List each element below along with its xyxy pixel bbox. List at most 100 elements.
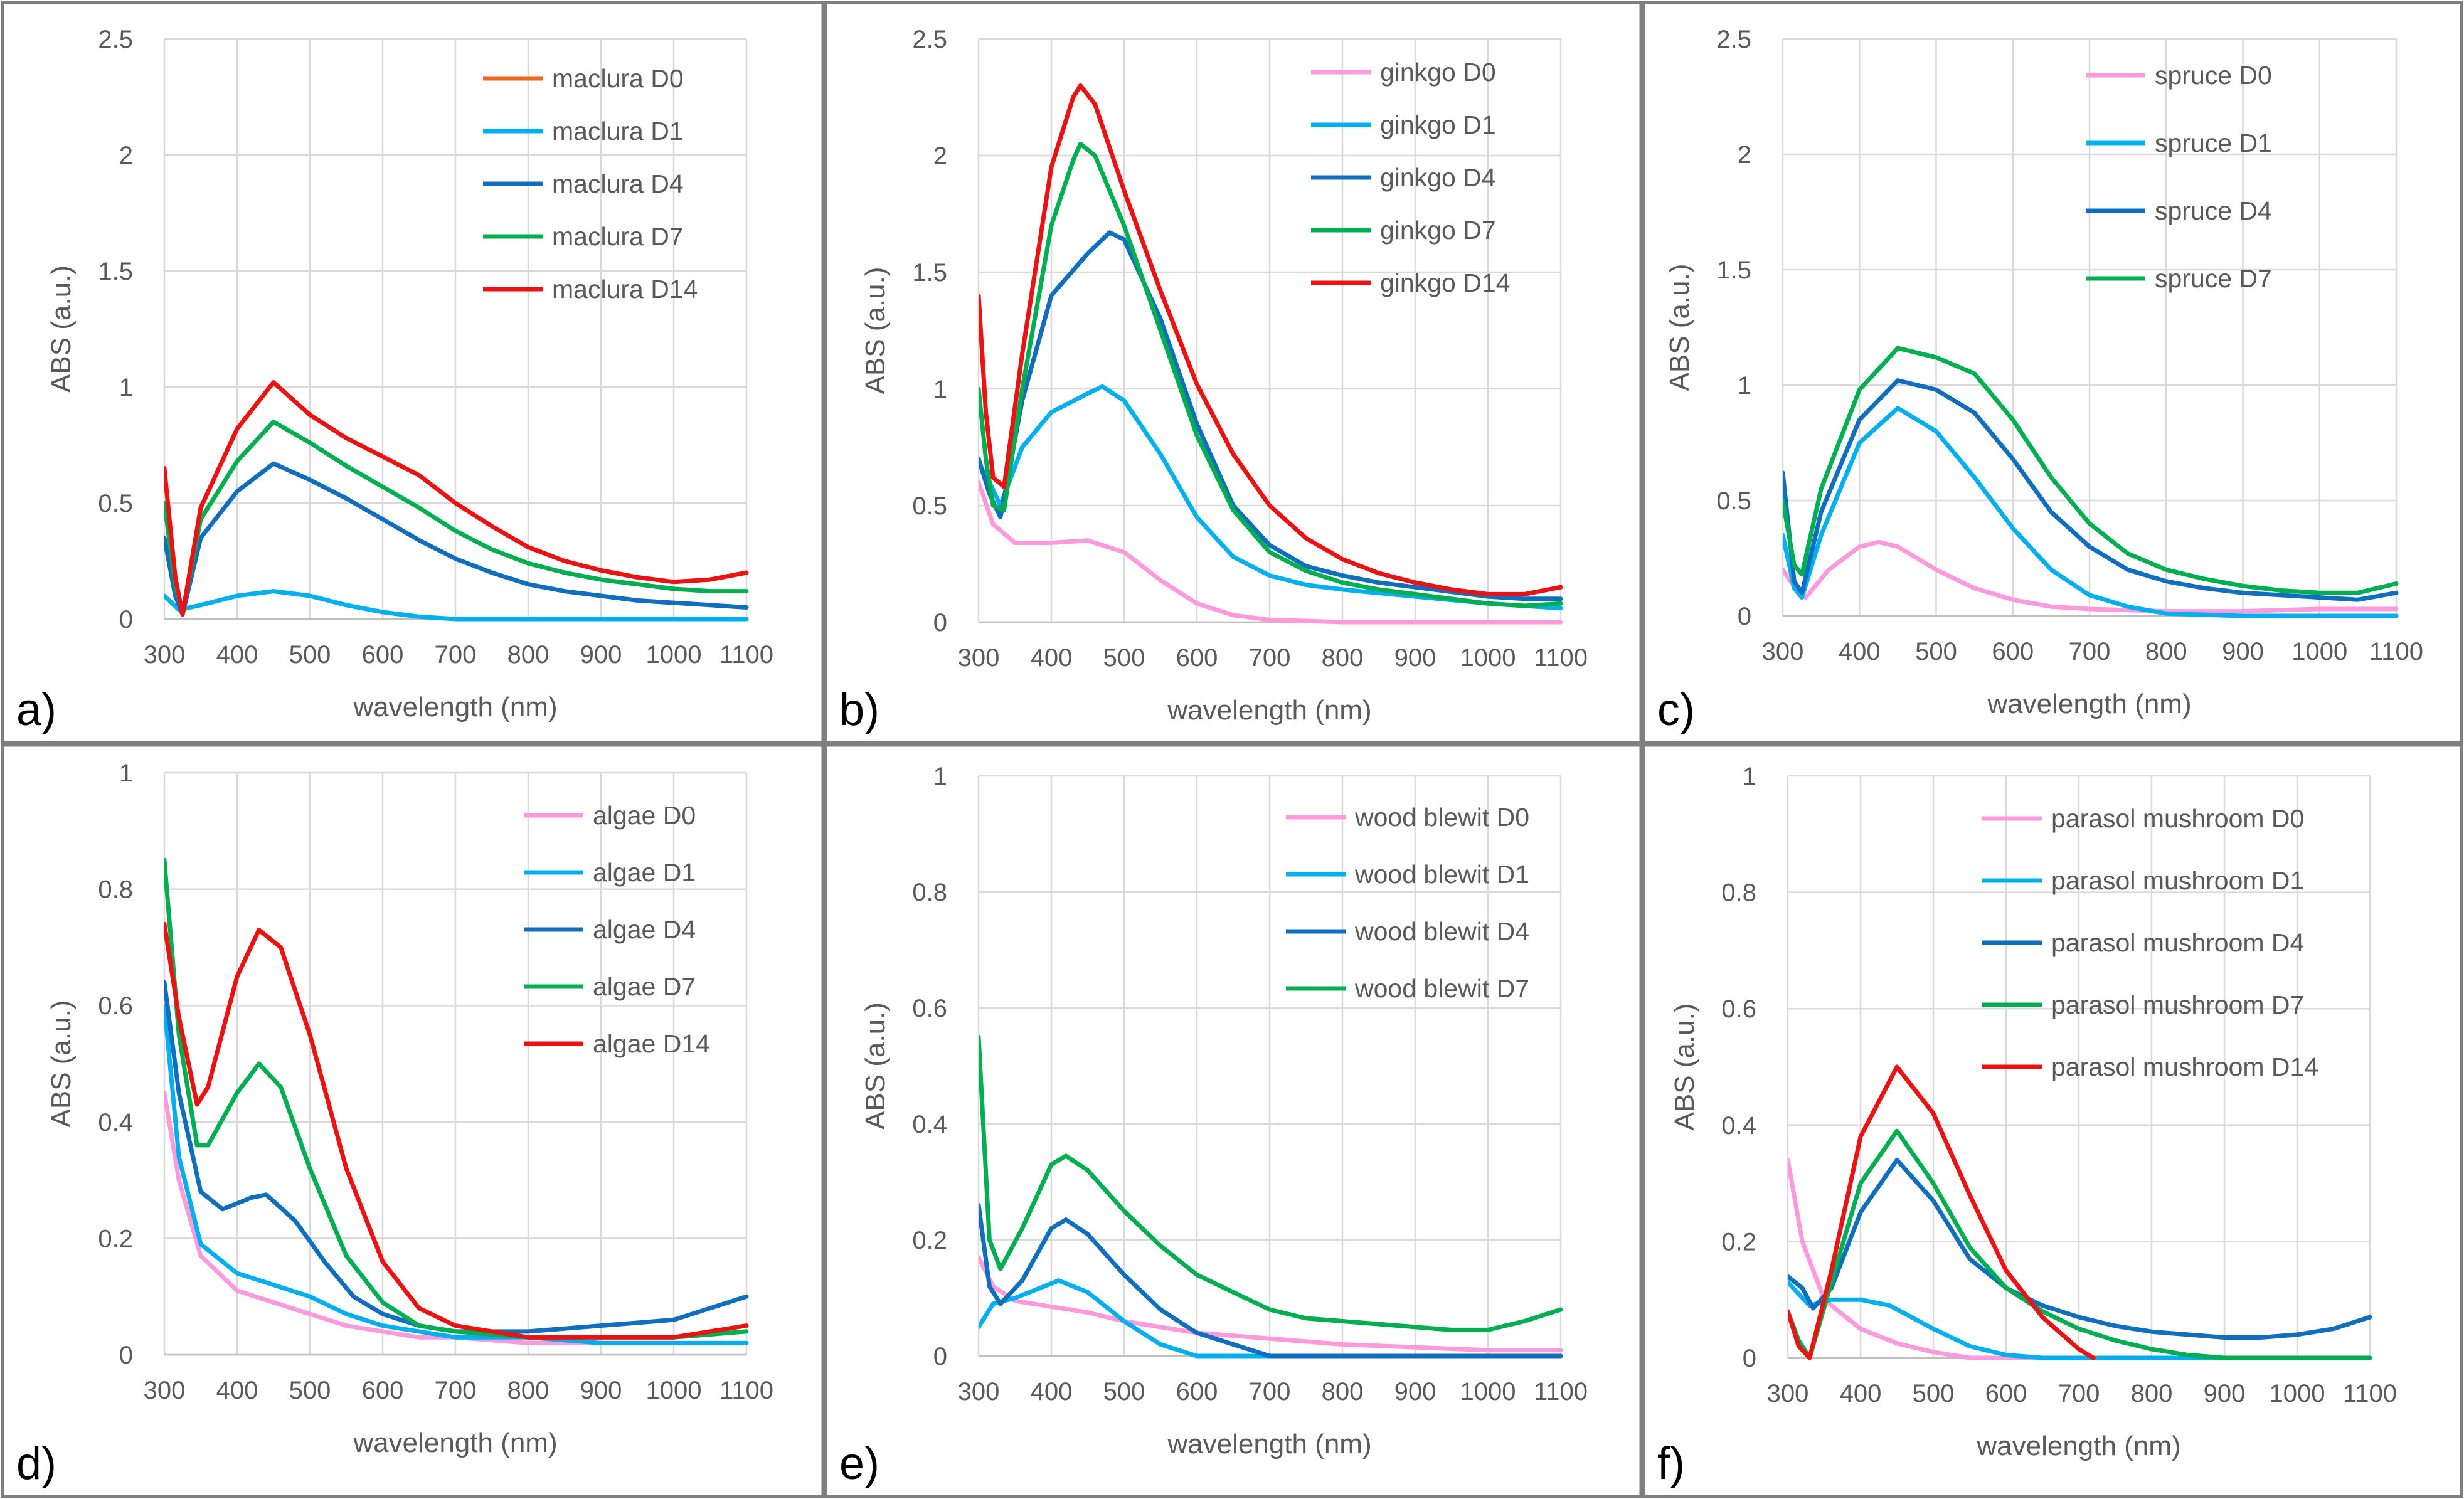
panel-letter-f: f) [1657,1439,1685,1489]
x-tick-labels-f: 300 400 500 600 700 800 900 1000 1100 [1767,1380,2397,1407]
x-tick-label: 1100 [720,1377,773,1404]
chart-panel-e: 300 400 500 600 700 800 900 1000 110000.20.40.60… [824,743,1643,1498]
y-tick-labels-d: 0 0.2 0.4 0.6 0.8 1 [98,760,133,1369]
series-group-c [1783,346,2399,618]
series-line-wood-blewit-d0 [979,1255,1563,1353]
x-axis-title: wavelength (nm) [1987,689,2191,719]
legend-label: ginkgo D4 [1380,163,1496,192]
panel-frame-b [824,1,1643,744]
series-line-wood-blewit-d4 [979,1203,1563,1359]
x-tick-label: 500 [1103,644,1145,672]
series-group-e [979,1034,1563,1359]
x-tick-label: 900 [1394,644,1436,672]
y-tick-label: 0.2 [98,1225,133,1253]
panel-frame-d [1,743,825,1498]
y-tick-labels-e: 0 0.2 0.4 0.6 0.8 1 [912,763,947,1370]
x-tick-label: 1000 [646,1377,702,1404]
x-axis-title: wavelength (nm) [353,1427,557,1458]
y-tick-labels-c: 0 0.5 1 1.5 2 2.5 [1716,26,1751,630]
y-tick-label: 2.5 [98,26,133,53]
series-line-spruce-d1 [1783,406,2399,618]
x-tick-label: 500 [1103,1378,1145,1406]
x-tick-label: 1100 [2369,638,2423,665]
y-axis-title: ABS (a.u.) [1669,1004,1700,1131]
x-tick-label: 300 [1762,638,1804,665]
x-tick-label: 1100 [2343,1380,2397,1407]
x-tick-label: 400 [216,1377,258,1404]
series-line-spruce-d4 [1783,378,2399,602]
x-tick-label: 1000 [2291,638,2347,665]
x-tick-label: 700 [2058,1380,2100,1407]
legend-label: parasol mushroom D0 [2051,804,2304,833]
chart-panel-b: 300 400 500 600 700 800 900 1000 1100 0 0.5 1 1.5 2 2.… [824,1,1643,744]
x-tick-label: 900 [2222,638,2264,665]
x-tick-label: 500 [1915,638,1957,665]
legend-label: maclura D7 [552,222,684,251]
x-tick-label: 1000 [646,641,702,669]
y-tick-label: 1 [1738,372,1751,400]
legend-label: maclura D0 [552,64,684,93]
series-line-maclura-d14 [164,380,749,617]
y-tick-label: 1 [1743,763,1756,790]
y-tick-label: 0.2 [1721,1228,1756,1256]
y-tick-label: 0 [933,1343,947,1370]
x-tick-label: 300 [144,1377,186,1404]
x-tick-label: 400 [216,641,258,669]
x-tick-label: 500 [289,1377,331,1404]
x-tick-label: 900 [1394,1378,1436,1406]
legend-label: wood blewit D1 [1354,860,1529,889]
series-line-maclura-d1 [164,589,749,622]
x-tick-label: 700 [435,1377,477,1404]
panel-letter-c: c) [1657,685,1695,735]
x-tick-label: 1000 [1460,1378,1516,1406]
legend-a: maclura D0 maclura D1 maclura D4 maclura D7… [483,64,698,304]
x-axis-title: wavelength (nm) [1167,1429,1371,1459]
y-tick-label: 2 [933,142,947,170]
panel-letter-b: b) [839,685,879,735]
x-tick-label: 600 [362,641,404,669]
x-tick-label: 300 [1767,1380,1809,1407]
x-tick-label: 1100 [1534,644,1588,672]
panel-frame-e [824,743,1643,1498]
x-tick-label: 500 [1913,1380,1955,1407]
x-tick-label: 600 [1176,644,1218,672]
y-tick-label: 0.8 [1721,879,1756,907]
series-line-ginkgo-d4 [979,230,1563,601]
y-tick-label: 0.8 [98,876,133,904]
x-tick-label: 600 [1992,638,2034,665]
series-line-algae-d14 [164,921,749,1340]
y-tick-labels-a: 0 0.5 1 1.5 2 2.5 [98,26,133,633]
legend-b: ginkgo D0 ginkgo D1 ginkgo D4 ginkgo D7 gink… [1311,58,1510,297]
legend-d: algae D0 algae D1 algae D4 algae D7 algae D1… [524,801,710,1058]
x-tick-label: 300 [144,641,186,669]
legend-label: algae D4 [593,915,696,944]
x-tick-label: 700 [1249,1378,1291,1406]
legend-label: parasol mushroom D1 [2051,866,2304,895]
y-tick-labels-f: 0 0.2 0.4 0.6 0.8 1 [1721,763,1756,1372]
x-tick-label: 400 [1839,638,1881,665]
x-tick-label: 400 [1031,644,1073,672]
series-line-spruce-d0 [1783,539,2399,614]
y-tick-label: 0.5 [1716,487,1751,515]
legend-e: wood blewit D0 wood blewit D1 wood blewit … [1286,803,1529,1003]
x-axis-title: wavelength (nm) [1976,1431,2180,1461]
legend-label: parasol mushroom D4 [2051,928,2304,957]
legend-label: ginkgo D14 [1380,268,1510,297]
legend-label: ginkgo D1 [1380,110,1496,139]
legend-label: wood blewit D7 [1354,974,1529,1003]
x-tick-label: 1000 [1460,644,1516,672]
x-tick-label: 800 [2145,638,2187,665]
x-tick-label: 500 [289,641,331,669]
legend-c: spruce D0 spruce D1 spruce D4 spruce D7 [2086,61,2272,293]
y-tick-label: 2 [119,142,133,169]
x-tick-label: 800 [507,641,550,669]
legend-label: maclura D14 [552,275,698,304]
series-line-ginkgo-d0 [979,480,1563,625]
y-axis-title: ABS (a.u.) [1664,264,1695,391]
panel-letter-e: e) [839,1439,879,1489]
y-axis-title: ABS (a.u.) [860,267,891,395]
y-tick-label: 1 [933,376,947,403]
series-line-ginkgo-d14 [979,83,1563,596]
y-tick-label: 1 [119,760,133,787]
x-tick-label: 300 [958,644,1000,672]
